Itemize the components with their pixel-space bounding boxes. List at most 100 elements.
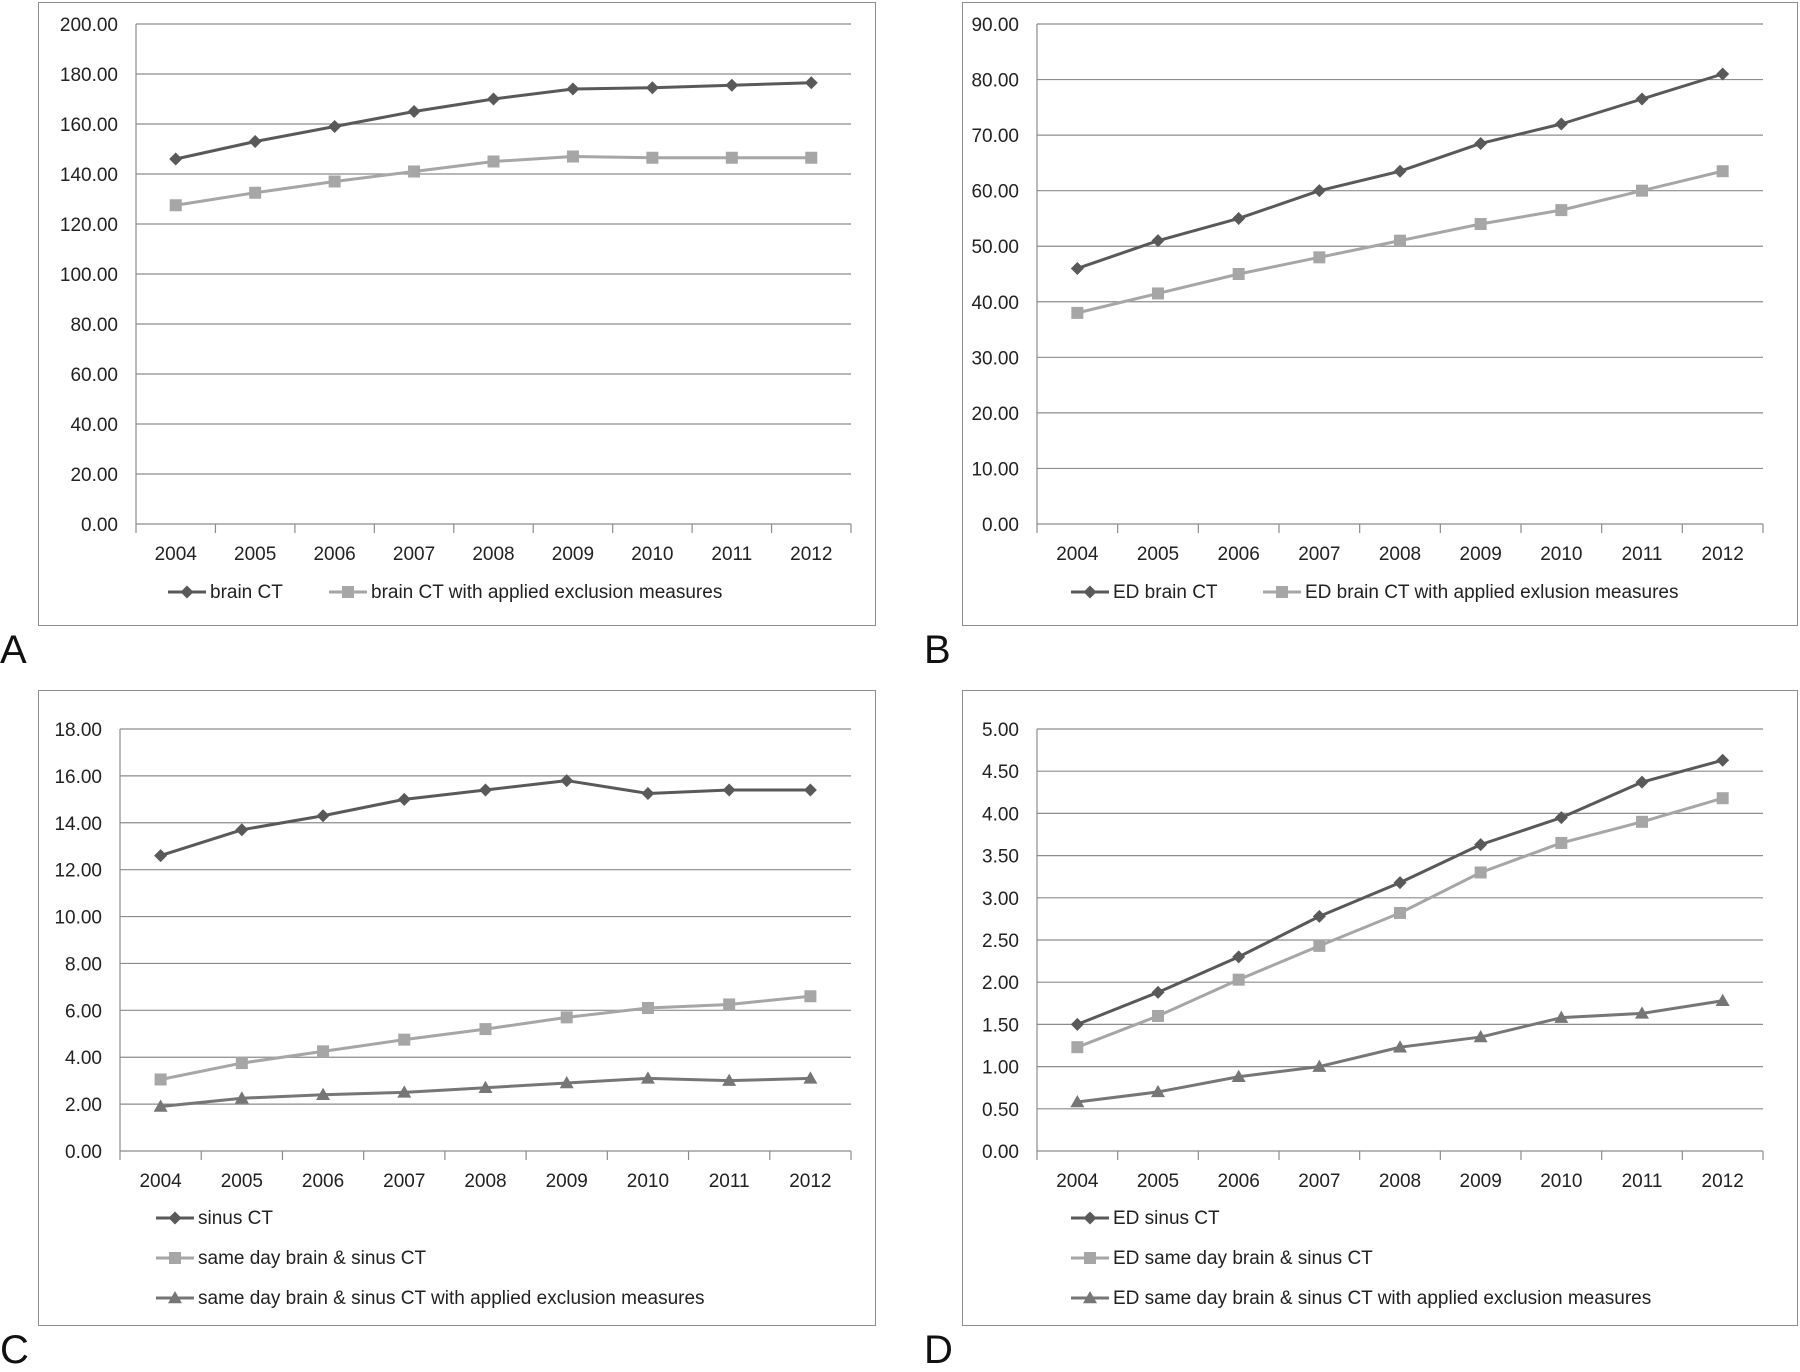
legend-label: brain CT [210,582,283,603]
x-tick-label: 2011 [1622,544,1663,565]
panel-d-frame [962,690,1798,1326]
x-tick-label: 2008 [1379,544,1421,565]
panel-letter-b: B [924,628,951,672]
data-point [328,120,342,133]
data-point [234,1091,249,1104]
data-point [1555,836,1568,849]
legend-label: same day brain & sinus CT with applied e… [198,1288,705,1309]
data-point [248,135,262,148]
data-point [641,1001,654,1014]
data-point [479,1023,492,1036]
y-tick-label: 5.00 [982,720,1019,741]
x-tick-label: 2011 [1622,1171,1663,1192]
legend-swatch-marker [1083,1211,1097,1225]
y-tick-label: 180.00 [60,65,118,86]
y-tick-label: 90.00 [971,15,1019,36]
x-tick-label: 2007 [1298,1171,1340,1192]
y-tick-label: 2.50 [982,931,1019,952]
data-point [1313,251,1326,264]
data-point [153,1099,168,1112]
data-point [1716,67,1730,81]
y-tick-label: 120.00 [60,215,118,236]
x-tick-label: 2012 [790,544,832,565]
x-tick-label: 2006 [313,544,355,565]
y-tick-label: 3.00 [982,889,1019,910]
data-point [397,1085,412,1098]
legend-label: ED brain CT with applied exlusion measur… [1305,582,1679,603]
y-tick-label: 200.00 [60,15,118,36]
data-point [479,783,492,797]
data-point [1070,261,1084,275]
data-point [478,1080,493,1093]
x-tick-label: 2007 [383,1171,425,1192]
x-tick-label: 2005 [234,544,276,565]
data-point [1151,234,1165,248]
x-tick-label: 2005 [1137,1171,1179,1192]
legend-swatch-marker [168,1211,182,1225]
x-tick-label: 2010 [631,544,673,565]
x-tick-label: 2009 [552,544,594,565]
legend-swatch-marker [168,1291,182,1304]
legend-label: ED sinus CT [1113,1208,1220,1229]
y-tick-label: 1.50 [982,1015,1019,1036]
x-tick-label: 2012 [1702,1171,1744,1192]
x-tick-label: 2007 [1298,544,1340,565]
series-line-2 [1076,796,1724,1049]
x-tick-label: 2008 [472,544,514,565]
y-tick-label: 20.00 [70,465,118,486]
y-tick-label: 4.00 [982,804,1019,825]
y-tick-label: 18.00 [54,720,102,741]
data-point [316,1087,331,1100]
y-tick-label: 40.00 [971,293,1019,314]
data-point [640,1071,655,1084]
legend-label: sinus CT [198,1208,273,1229]
data-point [1474,838,1488,852]
legend-swatch-marker [180,585,194,599]
x-tick-label: 2010 [627,1171,669,1192]
legend-label: same day brain & sinus CT [198,1248,426,1269]
x-tick-label: 2004 [155,544,198,565]
data-point [1474,218,1487,230]
legend-swatch-marker [1276,586,1288,598]
x-tick-label: 2012 [1702,544,1744,565]
data-point [154,849,168,863]
y-tick-label: 2.00 [982,973,1019,994]
data-point [1554,117,1568,131]
data-point [407,105,421,118]
y-tick-label: 10.00 [971,459,1019,480]
data-point [1232,268,1245,280]
data-point [1715,993,1730,1007]
legend-swatch-marker [169,1252,181,1264]
data-point [1151,1084,1165,1098]
y-tick-label: 0.50 [982,1100,1019,1121]
x-tick-label: 2008 [1379,1171,1421,1192]
y-tick-label: 16.00 [54,767,102,788]
data-point [169,199,182,212]
data-point [1232,973,1245,986]
data-point [803,1071,818,1084]
x-tick-label: 2006 [1218,1171,1260,1192]
data-point [725,78,739,92]
y-tick-label: 160.00 [60,115,118,136]
x-tick-label: 2009 [1460,1171,1502,1192]
y-tick-label: 40.00 [70,415,118,436]
data-point [1716,165,1729,178]
data-point [1070,1095,1085,1108]
panel-letter-d: D [924,1328,953,1372]
data-point [1636,815,1648,828]
data-point [1070,1017,1084,1031]
data-point [1635,775,1649,789]
y-tick-label: 2.00 [65,1095,102,1116]
y-tick-label: 80.00 [70,315,118,336]
data-point [235,823,249,837]
y-tick-label: 50.00 [971,237,1019,258]
data-point [1232,950,1246,964]
data-point [566,150,579,163]
y-tick-label: 0.00 [982,1142,1019,1163]
x-tick-label: 2007 [393,544,435,565]
y-tick-label: 20.00 [971,404,1019,425]
data-point [398,1033,411,1046]
data-point [1636,184,1648,197]
